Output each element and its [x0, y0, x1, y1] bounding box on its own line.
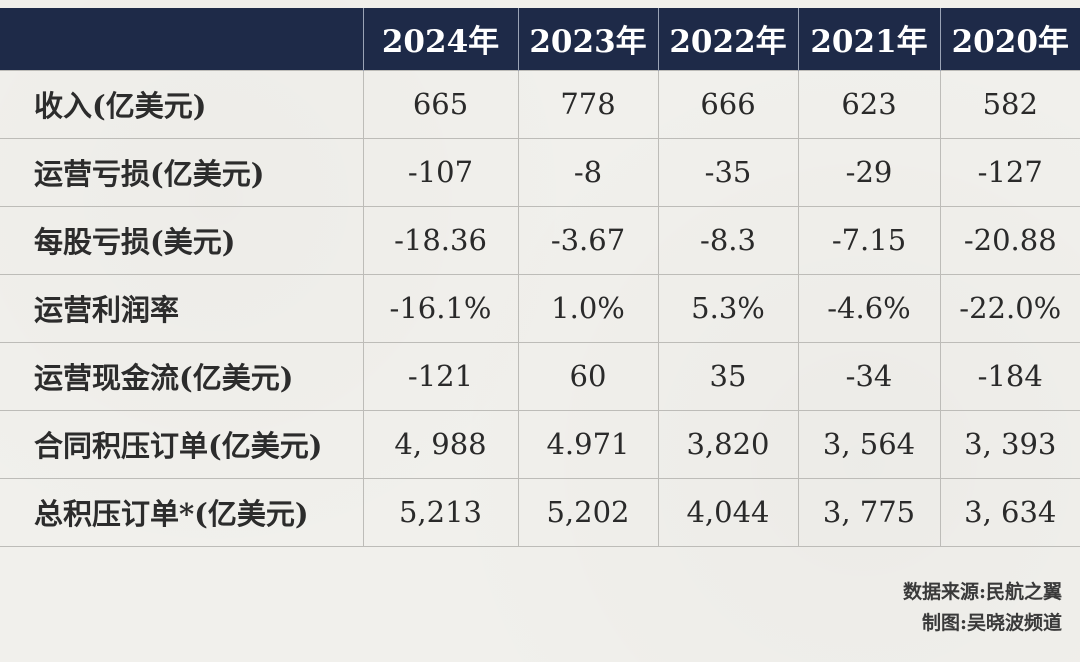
header-row: 2024年 2023年 2022年 2021年 2020年 [0, 8, 1080, 70]
table-cell: -127 [939, 137, 1080, 206]
header-corner [0, 8, 363, 70]
table-cell: -18.36 [362, 205, 518, 274]
chart-credit: 制图:吴晓波频道 [921, 612, 1062, 634]
table-cell: -34 [797, 341, 940, 410]
table-cell: 3, 564 [797, 409, 940, 478]
table-row: 合同积压订单(亿美元) 4, 988 4.971 3,820 3, 564 3,… [0, 409, 1080, 478]
row-label: 总积压订单*(亿美元) [0, 477, 363, 547]
table-cell: -8 [517, 137, 658, 206]
table-cell: 3, 775 [797, 477, 940, 547]
table-cell: -7.15 [797, 205, 940, 274]
row-label: 运营利润率 [0, 273, 363, 342]
row-label: 运营亏损(亿美元) [0, 137, 363, 206]
table-cell: -20.88 [939, 205, 1080, 274]
table-cell: 4,044 [657, 477, 798, 547]
table-cell: 5.3% [657, 273, 798, 342]
table-cell: -16.1% [362, 273, 518, 342]
header-year: 2020年 [939, 8, 1080, 70]
data-source: 数据来源:民航之翼 [902, 581, 1062, 603]
row-label: 运营现金流(亿美元) [0, 341, 363, 410]
table-cell: 4.971 [517, 409, 658, 478]
table-cell: -184 [939, 341, 1080, 410]
footer-notes: 数据来源:民航之翼 制图:吴晓波频道 [903, 577, 1062, 639]
table-row: 收入(亿美元) 665 778 666 623 582 [0, 69, 1080, 138]
table-cell: 35 [657, 341, 798, 410]
header-year: 2023年 [517, 8, 658, 70]
table-cell: -121 [362, 341, 518, 410]
row-label: 收入(亿美元) [0, 69, 363, 138]
table-cell: 3, 393 [939, 409, 1080, 478]
table-cell: 60 [517, 341, 658, 410]
table-cell: -35 [657, 137, 798, 206]
table-cell: -107 [362, 137, 518, 206]
table-cell: -29 [797, 137, 940, 206]
financial-table: 2024年 2023年 2022年 2021年 2020年 收入(亿美元) 66… [0, 8, 1080, 547]
header-year: 2024年 [362, 8, 518, 70]
table-cell: 1.0% [517, 273, 658, 342]
header-year: 2022年 [657, 8, 798, 70]
table-cell: 778 [517, 69, 658, 138]
table-row: 总积压订单*(亿美元) 5,213 5,202 4,044 3, 775 3, … [0, 477, 1080, 547]
table-cell: 5,202 [517, 477, 658, 547]
row-label: 每股亏损(美元) [0, 205, 363, 274]
table-row: 运营利润率 -16.1% 1.0% 5.3% -4.6% -22.0% [0, 273, 1080, 342]
table-row: 运营现金流(亿美元) -121 60 35 -34 -184 [0, 341, 1080, 410]
table-cell: 665 [362, 69, 518, 138]
table-cell: -22.0% [939, 273, 1080, 342]
header-year: 2021年 [797, 8, 940, 70]
table-cell: 5,213 [362, 477, 518, 547]
table-row: 运营亏损(亿美元) -107 -8 -35 -29 -127 [0, 137, 1080, 206]
table-cell: -8.3 [657, 205, 798, 274]
table-cell: 666 [657, 69, 798, 138]
table-cell: -4.6% [797, 273, 940, 342]
table-cell: 4, 988 [362, 409, 518, 478]
table-cell: 3,820 [657, 409, 798, 478]
table-cell: -3.67 [517, 205, 658, 274]
table-cell: 582 [939, 69, 1080, 138]
row-label: 合同积压订单(亿美元) [0, 409, 363, 478]
table-cell: 3, 634 [939, 477, 1080, 547]
table-cell: 623 [797, 69, 940, 138]
table-row: 每股亏损(美元) -18.36 -3.67 -8.3 -7.15 -20.88 [0, 205, 1080, 274]
